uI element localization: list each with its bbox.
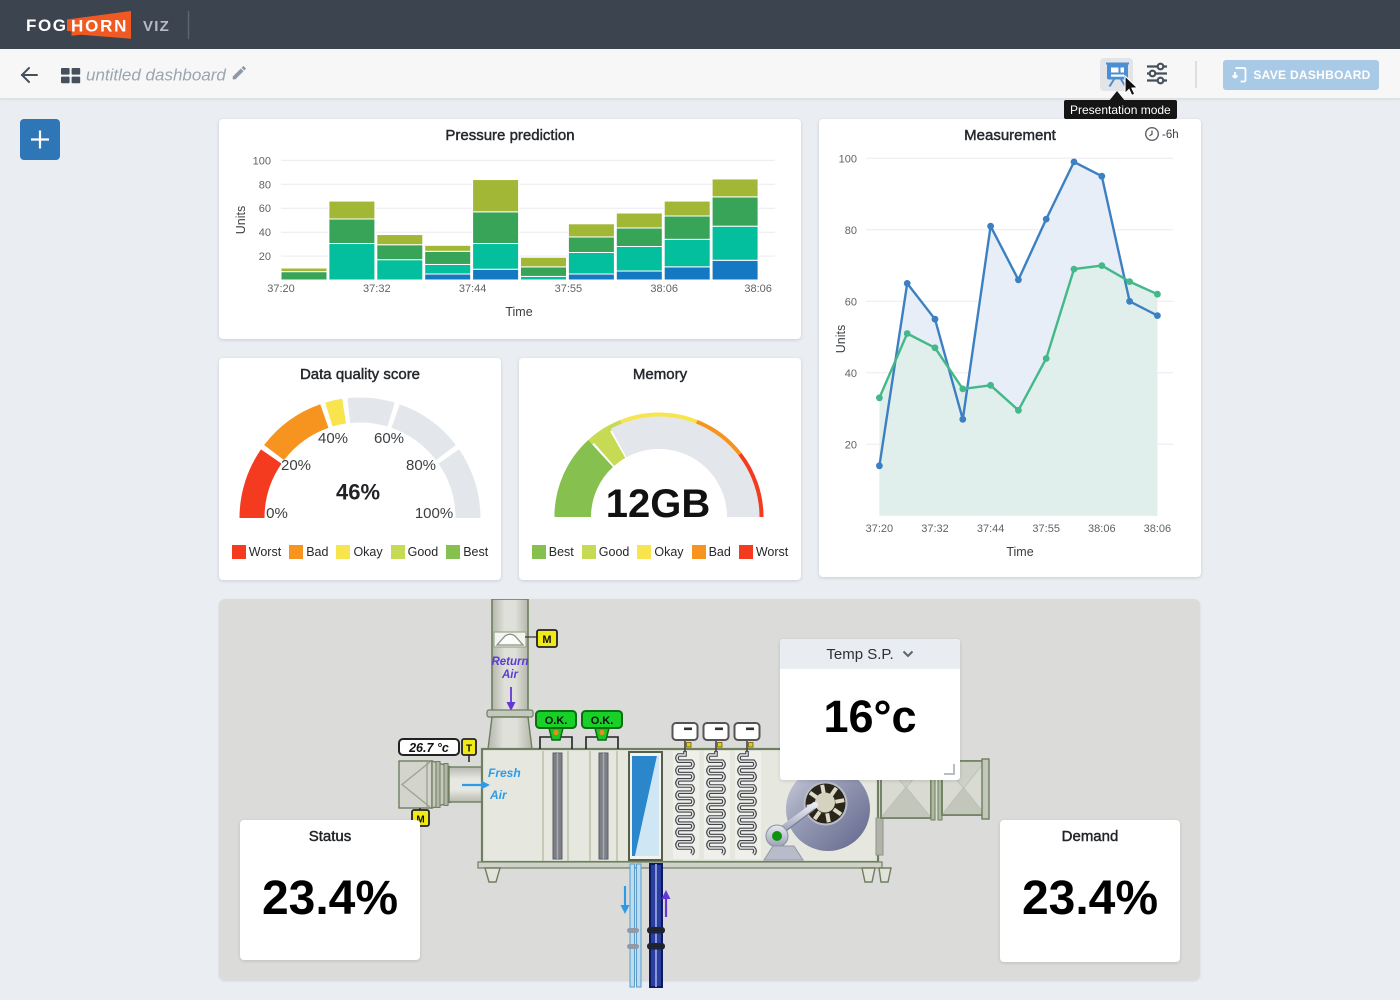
svg-text:Memory: Memory: [633, 366, 688, 383]
svg-text:M: M: [416, 815, 424, 826]
svg-text:40: 40: [259, 227, 271, 239]
svg-text:38:06: 38:06: [1088, 523, 1116, 535]
svg-text:Time: Time: [505, 305, 532, 319]
svg-text:-6h: -6h: [1162, 129, 1179, 141]
svg-text:100%: 100%: [415, 505, 453, 522]
svg-text:0%: 0%: [266, 505, 288, 522]
svg-text:untitled dashboard: untitled dashboard: [86, 66, 226, 85]
svg-text:T: T: [466, 744, 472, 755]
svg-text:37:20: 37:20: [866, 523, 894, 535]
svg-text:37:55: 37:55: [1032, 523, 1060, 535]
svg-text:Units: Units: [234, 206, 248, 234]
svg-text:60: 60: [259, 203, 271, 215]
svg-text:Fresh: Fresh: [488, 766, 521, 780]
svg-text:80: 80: [845, 225, 857, 237]
svg-text:20: 20: [259, 251, 271, 263]
svg-text:40%: 40%: [318, 430, 348, 447]
svg-text:Measurement: Measurement: [964, 127, 1057, 144]
svg-text:HORN: HORN: [71, 17, 128, 36]
svg-text:37:44: 37:44: [977, 523, 1005, 535]
svg-text:VIZ: VIZ: [143, 18, 170, 35]
svg-text:M: M: [542, 634, 551, 646]
svg-text:100: 100: [253, 155, 271, 167]
svg-text:38:06: 38:06: [650, 283, 678, 295]
svg-text:38:06: 38:06: [1144, 523, 1172, 535]
svg-text:37:55: 37:55: [555, 283, 583, 295]
svg-text:60: 60: [845, 296, 857, 308]
svg-text:Pressure prediction: Pressure prediction: [445, 127, 574, 144]
svg-text:Air: Air: [501, 669, 519, 681]
svg-text:26.7 °c: 26.7 °c: [408, 741, 449, 755]
svg-text:80: 80: [259, 179, 271, 191]
svg-text:O.K.: O.K.: [545, 715, 568, 727]
svg-text:12GB: 12GB: [606, 482, 711, 526]
svg-text:Time: Time: [1006, 545, 1033, 559]
svg-text:40: 40: [845, 368, 857, 380]
svg-text:FOG: FOG: [26, 16, 68, 35]
svg-text:100: 100: [839, 153, 857, 165]
svg-text:46%: 46%: [336, 480, 380, 505]
svg-text:20: 20: [845, 439, 857, 451]
svg-text:20%: 20%: [281, 457, 311, 474]
svg-text:38:06: 38:06: [744, 283, 772, 295]
svg-text:37:20: 37:20: [267, 283, 295, 295]
svg-text:Data quality score: Data quality score: [300, 366, 420, 383]
svg-text:80%: 80%: [406, 457, 436, 474]
svg-text:37:32: 37:32: [363, 283, 391, 295]
svg-text:60%: 60%: [374, 430, 404, 447]
svg-text:Air: Air: [489, 788, 508, 802]
svg-text:37:32: 37:32: [921, 523, 949, 535]
svg-text:Return: Return: [491, 656, 528, 668]
svg-text:37:44: 37:44: [459, 283, 487, 295]
svg-text:O.K.: O.K.: [591, 715, 614, 727]
svg-text:Units: Units: [834, 325, 848, 353]
